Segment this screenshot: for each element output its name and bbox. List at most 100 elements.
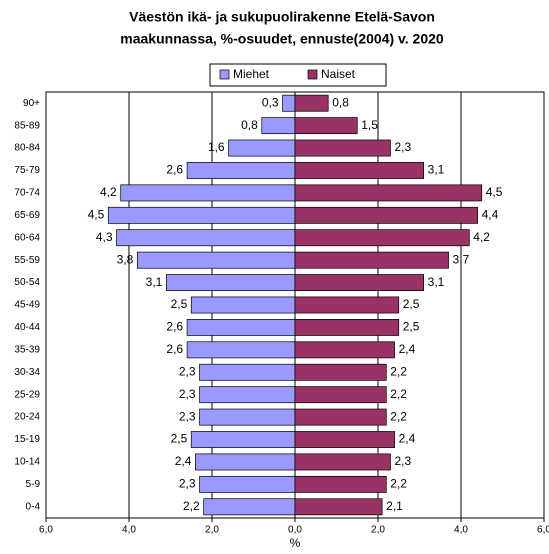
bar <box>294 274 424 292</box>
data-label: 3,8 <box>117 252 134 266</box>
data-label: 0,8 <box>332 95 349 109</box>
bar <box>186 341 296 359</box>
data-label: 2,3 <box>394 140 411 154</box>
x-tick-label: 0,0 <box>288 525 302 536</box>
bar <box>294 431 395 448</box>
bar <box>294 117 358 135</box>
x-tick-label: 6,0 <box>39 525 53 536</box>
data-label: 1,6 <box>208 140 225 154</box>
x-tick-label: 2,0 <box>205 525 219 536</box>
data-label: 2,5 <box>403 320 420 334</box>
data-label: 2,2 <box>390 409 407 423</box>
y-tick-label: 0-4 <box>26 501 41 512</box>
y-tick-label: 85-89 <box>14 120 40 131</box>
data-label: 2,6 <box>166 320 183 334</box>
y-tick-label: 90+ <box>23 98 40 109</box>
bar <box>294 498 383 516</box>
data-label: 4,4 <box>482 207 499 221</box>
x-axis-label: % <box>290 536 301 550</box>
data-label: 4,2 <box>100 185 117 199</box>
bar <box>199 386 296 404</box>
data-label: 2,5 <box>171 432 188 446</box>
bar <box>294 408 387 426</box>
x-tick-label: 6,0 <box>537 525 549 536</box>
legend-swatch <box>219 69 230 80</box>
y-tick-label: 25-29 <box>14 389 40 400</box>
bar <box>294 363 387 381</box>
bar <box>190 431 296 448</box>
data-label: 1,5 <box>361 118 378 132</box>
bar <box>195 453 296 471</box>
legend-label: Naiset <box>321 67 356 81</box>
chart-title: maakunnassa, %-osuudet, ennuste(2004) v.… <box>120 31 444 47</box>
bar <box>294 296 400 314</box>
data-label: 2,3 <box>179 364 196 378</box>
bar <box>199 408 296 426</box>
y-tick-label: 50-54 <box>14 277 40 288</box>
y-tick-label: 80-84 <box>14 143 40 154</box>
y-tick-label: 55-59 <box>14 255 40 266</box>
y-tick-label: 15-19 <box>14 434 40 445</box>
y-tick-label: 35-39 <box>14 344 40 355</box>
bar <box>294 475 387 493</box>
bar <box>120 184 296 202</box>
data-label: 4,2 <box>473 230 490 244</box>
data-label: 2,4 <box>175 454 192 468</box>
y-tick-label: 60-64 <box>14 232 40 243</box>
data-label: 2,3 <box>179 409 196 423</box>
bar <box>294 184 483 202</box>
data-label: 2,6 <box>166 163 183 177</box>
data-label: 2,3 <box>394 454 411 468</box>
y-tick-label: 45-49 <box>14 300 40 311</box>
legend-swatch <box>307 69 318 80</box>
y-tick-label: 75-79 <box>14 165 40 176</box>
bar <box>294 94 329 112</box>
data-label: 2,2 <box>183 499 200 513</box>
data-label: 2,2 <box>390 364 407 378</box>
bar <box>294 453 391 471</box>
bar <box>136 251 296 269</box>
bar <box>190 296 296 314</box>
y-tick-label: 70-74 <box>14 188 40 199</box>
data-label: 2,1 <box>386 499 403 513</box>
data-label: 3,1 <box>146 275 163 289</box>
bar <box>107 206 296 224</box>
bar <box>186 318 296 336</box>
bar <box>166 274 296 292</box>
y-tick-label: 5-9 <box>26 479 41 490</box>
y-tick-label: 65-69 <box>14 210 40 221</box>
chart-title: Väestön ikä- ja sukupuolirakenne Etelä-S… <box>129 9 435 25</box>
x-tick-label: 2,0 <box>371 525 385 536</box>
data-label: 2,4 <box>399 342 416 356</box>
data-label: 2,3 <box>179 387 196 401</box>
bar <box>294 318 400 336</box>
x-tick-label: 4,0 <box>122 525 136 536</box>
data-label: 2,5 <box>171 297 188 311</box>
data-label: 0,8 <box>241 118 258 132</box>
data-label: 2,6 <box>166 342 183 356</box>
bar <box>228 139 296 157</box>
data-label: 3,1 <box>428 275 445 289</box>
bar <box>294 386 387 404</box>
legend-box <box>209 63 387 87</box>
bar <box>294 251 449 269</box>
bar <box>294 229 470 247</box>
legend-label: Miehet <box>233 67 270 81</box>
data-label: 2,4 <box>399 432 416 446</box>
y-tick-label: 20-24 <box>14 412 40 423</box>
bar <box>261 117 296 135</box>
bar <box>116 229 296 247</box>
bar <box>294 162 424 179</box>
bar <box>186 162 296 179</box>
data-label: 3,1 <box>428 163 445 177</box>
data-label: 0,3 <box>262 95 279 109</box>
y-tick-label: 10-14 <box>14 457 40 468</box>
data-label: 2,5 <box>403 297 420 311</box>
data-label: 2,2 <box>390 477 407 491</box>
data-label: 2,3 <box>179 477 196 491</box>
data-label: 2,2 <box>390 387 407 401</box>
data-label: 4,5 <box>486 185 503 199</box>
bar <box>199 475 296 493</box>
x-tick-label: 4,0 <box>454 525 468 536</box>
